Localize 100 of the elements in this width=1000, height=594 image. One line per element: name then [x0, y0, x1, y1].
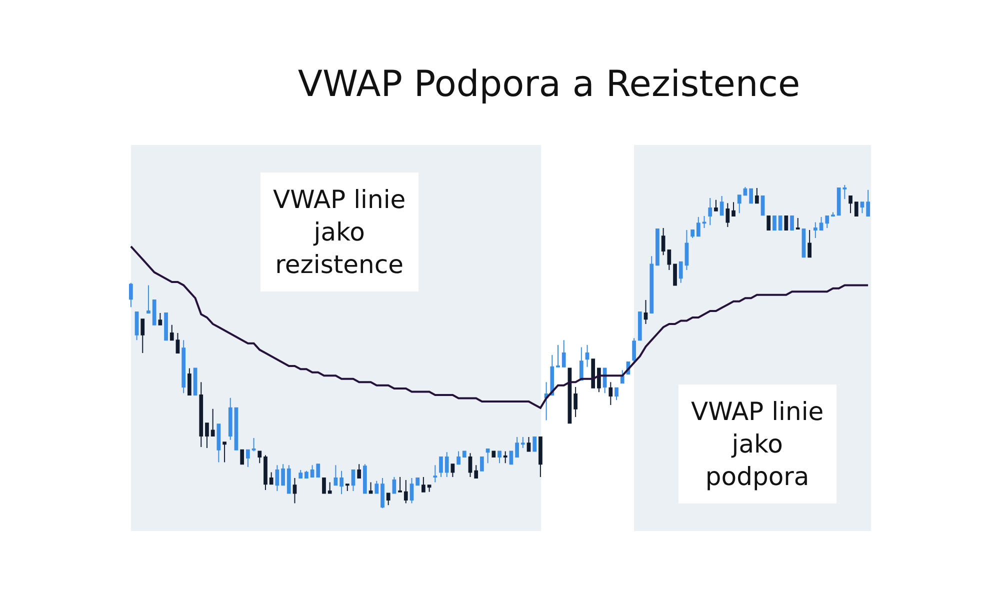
candlestick — [743, 186, 748, 196]
candlestick — [620, 370, 624, 384]
candlestick — [474, 464, 478, 479]
candlestick — [819, 216, 824, 230]
candlestick — [848, 196, 852, 214]
candlestick — [556, 344, 560, 368]
candlestick — [292, 478, 297, 504]
candlestick — [281, 464, 285, 486]
candlestick — [427, 484, 432, 492]
candlestick — [526, 436, 531, 452]
candlestick — [392, 476, 396, 494]
candlestick — [591, 358, 596, 388]
annotation: VWAP linie jako rezistence — [273, 185, 406, 279]
candlestick — [228, 397, 232, 440]
candlestick — [673, 264, 677, 286]
candlestick — [796, 218, 800, 230]
candlestick — [678, 261, 683, 284]
candlestick — [831, 212, 835, 217]
candlestick — [152, 300, 156, 326]
candlestick — [585, 344, 590, 368]
candlestick — [444, 452, 449, 478]
candlestick — [380, 478, 384, 509]
candlestick — [784, 216, 788, 230]
candlestick — [778, 216, 782, 230]
candlestick — [240, 449, 244, 465]
candlestick — [520, 436, 525, 448]
candlestick — [813, 222, 818, 239]
candlestick — [351, 469, 356, 492]
candlestick — [696, 216, 700, 237]
candlestick — [164, 312, 168, 341]
candlestick — [808, 229, 812, 258]
candlestick — [468, 452, 472, 478]
candlestick — [368, 482, 373, 494]
candlestick — [205, 422, 209, 448]
candlestick — [170, 324, 174, 341]
candlestick — [708, 197, 712, 226]
candlestick — [498, 450, 502, 464]
candlestick — [661, 228, 666, 256]
candlestick — [433, 464, 438, 483]
candlestick — [140, 318, 145, 354]
candlestick — [258, 450, 262, 464]
candlestick — [322, 478, 326, 494]
candlestick — [193, 368, 198, 396]
candlestick — [182, 340, 186, 394]
candlestick — [732, 202, 736, 217]
candlestick — [579, 346, 584, 381]
candlestick — [304, 470, 308, 479]
candlestick — [772, 216, 776, 230]
candlestick — [386, 492, 390, 506]
candlestick — [340, 470, 344, 495]
candlestick — [608, 382, 613, 406]
candlestick — [684, 229, 689, 271]
candlestick — [854, 202, 858, 217]
candlestick — [199, 382, 204, 448]
candlestick — [480, 456, 484, 472]
candlestick — [574, 386, 578, 418]
candlestick — [345, 484, 350, 492]
candlestick — [644, 300, 648, 324]
candlestick — [146, 284, 150, 314]
candlestick — [532, 436, 537, 452]
candlestick — [690, 229, 694, 239]
candlestick — [422, 476, 426, 492]
candlestick — [492, 450, 496, 458]
candlestick — [328, 482, 332, 494]
candlestick — [632, 338, 636, 363]
candlestick — [597, 368, 601, 393]
candlestick — [656, 228, 660, 266]
candlestick — [357, 464, 362, 479]
candlestick — [310, 464, 314, 478]
candlestick — [544, 382, 548, 421]
candlestick — [515, 436, 519, 458]
candlestick — [825, 216, 830, 229]
candlestick — [509, 450, 514, 465]
candlestick — [252, 437, 256, 452]
candlestick — [562, 340, 566, 368]
candlestick — [222, 442, 226, 463]
candlestick — [398, 476, 402, 492]
candlestick — [286, 464, 291, 494]
annotation: VWAP linie jako podpora — [691, 397, 824, 491]
candlestick — [316, 464, 320, 478]
candlestick — [550, 354, 554, 396]
candlestick — [363, 464, 367, 494]
candlestick — [450, 464, 455, 478]
candlestick — [128, 282, 133, 308]
candlestick — [410, 478, 414, 504]
candlestick — [374, 480, 379, 494]
candlestick — [264, 454, 268, 490]
candlestick — [269, 472, 274, 485]
candlestick — [275, 464, 280, 492]
candlestick — [638, 312, 642, 341]
candlestick — [538, 436, 542, 478]
candlestick — [766, 216, 771, 230]
candlestick — [860, 202, 864, 214]
candlestick — [298, 469, 303, 479]
candlestick — [334, 464, 338, 486]
candlestick — [714, 199, 718, 212]
candlestick — [754, 187, 759, 204]
candlestick — [176, 332, 180, 354]
candlestick — [486, 448, 490, 464]
candlestick — [614, 387, 618, 401]
